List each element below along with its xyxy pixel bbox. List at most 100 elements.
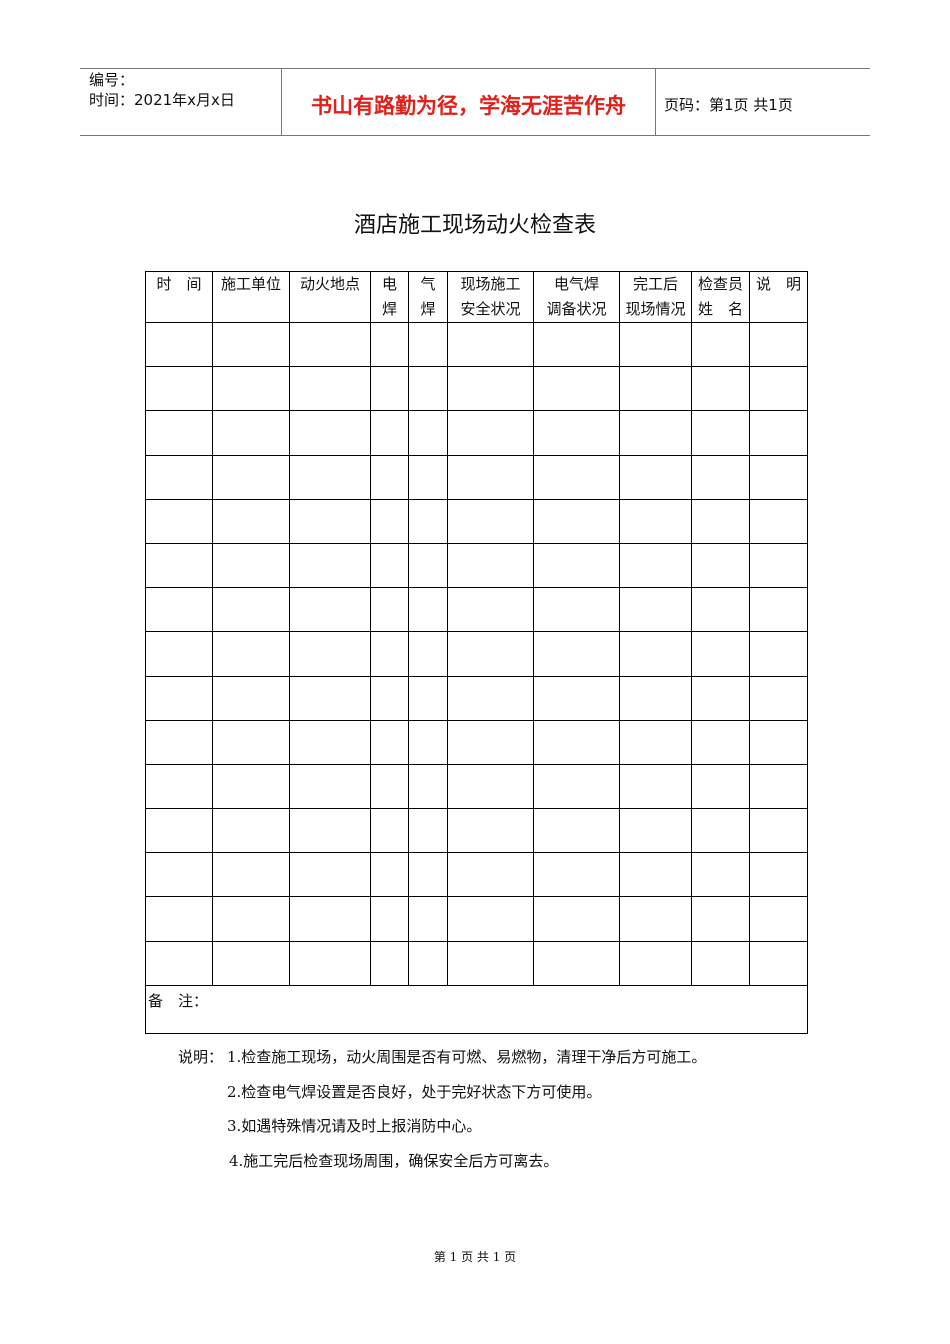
table-cell[interactable] [533,940,620,986]
table-cell[interactable] [619,763,692,810]
table-cell[interactable] [145,587,213,633]
table-cell[interactable] [749,542,808,589]
table-cell[interactable] [691,808,750,854]
table-cell[interactable] [212,410,290,456]
table-cell[interactable] [289,587,371,633]
table-cell[interactable] [447,366,534,412]
table-cell[interactable] [533,763,620,810]
table-cell[interactable] [408,675,448,721]
table-cell[interactable] [212,631,290,677]
table-cell[interactable] [370,454,409,500]
table-cell[interactable] [749,808,808,854]
table-cell[interactable] [212,719,290,765]
table-cell[interactable] [289,498,371,544]
table-cell[interactable] [212,675,290,721]
table-cell[interactable] [212,896,290,942]
table-cell[interactable] [447,763,534,810]
table-cell[interactable] [691,896,750,942]
table-cell[interactable] [447,454,534,500]
table-cell[interactable] [212,542,290,589]
table-cell[interactable] [691,498,750,544]
table-cell[interactable] [212,321,290,368]
table-cell[interactable] [691,542,750,589]
table-cell[interactable] [212,454,290,500]
table-cell[interactable] [533,852,620,898]
table-cell[interactable] [749,587,808,633]
table-cell[interactable] [212,498,290,544]
table-cell[interactable] [447,719,534,765]
table-cell[interactable] [619,896,692,942]
table-cell[interactable] [145,719,213,765]
table-cell[interactable] [447,410,534,456]
table-cell[interactable] [145,675,213,721]
table-cell[interactable] [370,366,409,412]
table-cell[interactable] [691,940,750,986]
table-cell[interactable] [447,631,534,677]
table-cell[interactable] [370,808,409,854]
table-cell[interactable] [619,366,692,412]
table-cell[interactable] [619,808,692,854]
table-cell[interactable] [212,940,290,986]
table-cell[interactable] [533,675,620,721]
table-cell[interactable] [533,719,620,765]
table-cell[interactable] [408,321,448,368]
table-cell[interactable] [749,454,808,500]
table-cell[interactable] [749,940,808,986]
table-cell[interactable] [749,631,808,677]
table-cell[interactable] [408,454,448,500]
table-cell[interactable] [289,719,371,765]
table-cell[interactable] [447,498,534,544]
table-cell[interactable] [691,631,750,677]
table-cell[interactable] [691,719,750,765]
table-cell[interactable] [691,675,750,721]
table-cell[interactable] [145,454,213,500]
table-cell[interactable] [145,542,213,589]
table-cell[interactable] [533,896,620,942]
table-cell[interactable] [749,852,808,898]
remarks-label[interactable]: 备 注： [145,984,808,1034]
table-cell[interactable] [749,321,808,368]
table-cell[interactable] [408,542,448,589]
table-cell[interactable] [533,542,620,589]
table-cell[interactable] [533,498,620,544]
table-cell[interactable] [749,410,808,456]
table-cell[interactable] [145,498,213,544]
table-cell[interactable] [691,852,750,898]
table-cell[interactable] [289,852,371,898]
table-cell[interactable] [370,896,409,942]
table-cell[interactable] [619,498,692,544]
table-cell[interactable] [447,940,534,986]
table-cell[interactable] [289,542,371,589]
table-cell[interactable] [749,366,808,412]
table-cell[interactable] [447,542,534,589]
table-cell[interactable] [370,852,409,898]
table-cell[interactable] [691,587,750,633]
table-cell[interactable] [408,940,448,986]
table-cell[interactable] [370,631,409,677]
table-cell[interactable] [619,675,692,721]
table-cell[interactable] [533,631,620,677]
table-cell[interactable] [408,498,448,544]
table-cell[interactable] [619,631,692,677]
table-cell[interactable] [145,940,213,986]
table-cell[interactable] [533,587,620,633]
table-cell[interactable] [289,321,371,368]
table-cell[interactable] [447,896,534,942]
table-cell[interactable] [691,321,750,368]
table-cell[interactable] [370,498,409,544]
table-cell[interactable] [370,321,409,368]
table-cell[interactable] [408,631,448,677]
table-cell[interactable] [145,321,213,368]
table-cell[interactable] [408,852,448,898]
table-cell[interactable] [145,808,213,854]
table-cell[interactable] [370,410,409,456]
table-cell[interactable] [408,366,448,412]
table-cell[interactable] [370,763,409,810]
table-cell[interactable] [749,675,808,721]
table-cell[interactable] [691,454,750,500]
table-cell[interactable] [408,587,448,633]
table-cell[interactable] [289,675,371,721]
table-cell[interactable] [408,763,448,810]
table-cell[interactable] [370,675,409,721]
table-cell[interactable] [212,366,290,412]
